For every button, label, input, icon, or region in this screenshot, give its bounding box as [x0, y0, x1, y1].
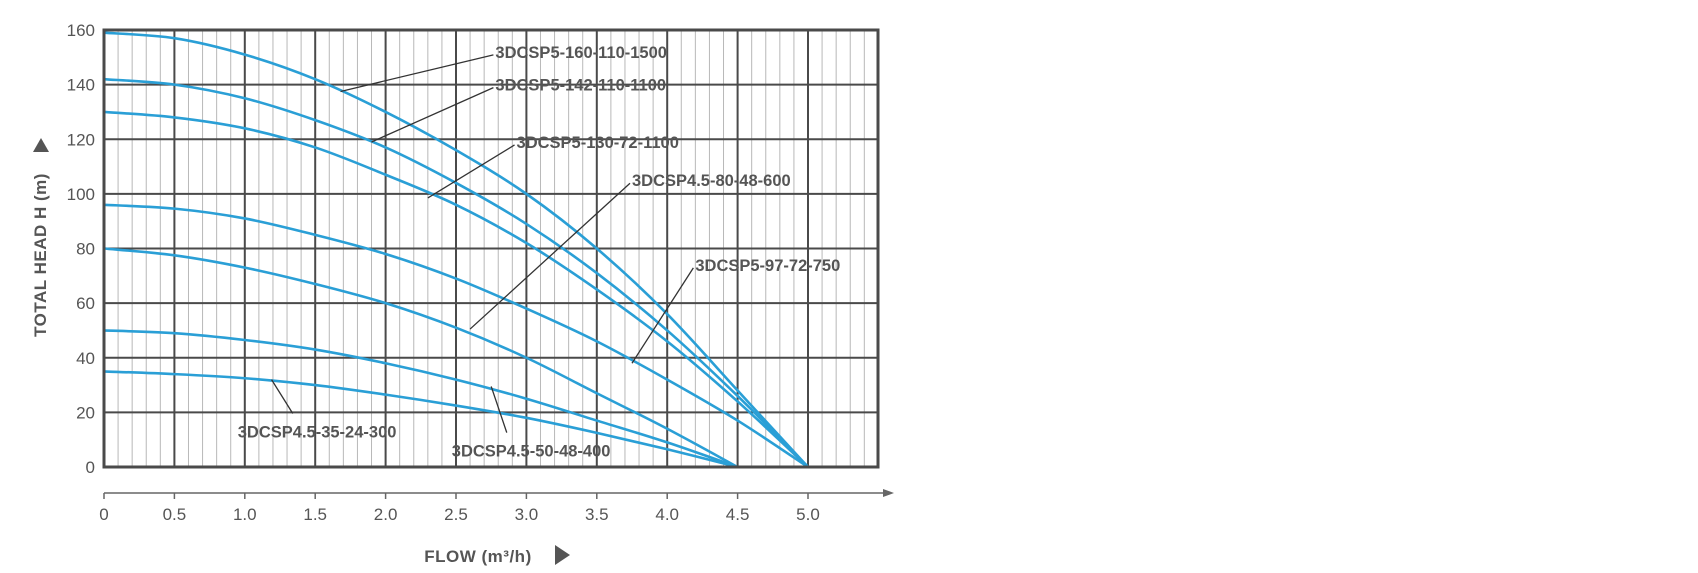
- annotation-labels: 3DCSP5-160-110-1500 3DCSP5-142-110-1100 3D…: [238, 44, 841, 461]
- series-label-2: 3DCSP5-130-72-1100: [517, 134, 679, 152]
- x-axis-tick-labels: 0 0.5 1.0 1.5 2.0 2.5 3.0 3.5 4.0 4.5 5.0: [99, 505, 820, 524]
- annotation-leader-3: [469, 182, 631, 330]
- series-label-1: 3DCSP5-142-110-1100: [495, 77, 666, 95]
- series-line-3: [102, 203, 810, 469]
- y-tick-label: 60: [76, 294, 95, 313]
- x-tick-label: 2.0: [374, 505, 398, 524]
- performance-curves: [102, 31, 810, 469]
- y-tick-label: 40: [76, 349, 95, 368]
- series-label-6: 3DCSP4.5-50-48-400: [452, 443, 611, 461]
- x-tick-label: 1.5: [303, 505, 327, 524]
- y-axis-title: TOTAL HEAD H (m): [31, 173, 50, 337]
- x-tick-label: 5.0: [796, 505, 820, 524]
- x-tick-label: 1.0: [233, 505, 257, 524]
- y-axis-arrow-icon: [33, 138, 49, 152]
- annotation-leader-5: [271, 379, 294, 414]
- series-label-4: 3DCSP5-97-72-750: [695, 257, 840, 275]
- x-tick-label: 3.0: [515, 505, 539, 524]
- plot-frame: [102, 28, 880, 469]
- annotation-leader-2: [427, 144, 515, 199]
- series-label-0: 3DCSP5-160-110-1500: [495, 44, 667, 62]
- annotation-leader-6: [490, 386, 508, 433]
- series-line-1: [102, 77, 810, 469]
- y-tick-label: 160: [67, 21, 95, 40]
- annotation-leaders: [271, 54, 694, 433]
- annotation-leader-1: [371, 87, 494, 143]
- x-tick-label: 4.0: [655, 505, 679, 524]
- y-tick-label: 20: [76, 403, 95, 422]
- annotation-leader-4: [631, 267, 694, 364]
- x-axis: [103, 489, 894, 499]
- y-tick-label: 80: [76, 240, 95, 259]
- x-axis-title: FLOW (m³/h): [424, 547, 531, 566]
- y-tick-label: 120: [67, 130, 95, 149]
- annotation-leader-0: [340, 54, 494, 93]
- series-line-4: [102, 247, 739, 469]
- x-tick-label: 2.5: [444, 505, 468, 524]
- major-grid: [104, 30, 878, 467]
- series-line-6: [102, 370, 739, 469]
- x-axis-line-arrow-icon: [883, 489, 894, 497]
- series-label-3: 3DCSP4.5-80-48-600: [632, 172, 791, 190]
- x-tick-label: 4.5: [726, 505, 750, 524]
- x-axis-arrow-icon: [555, 545, 570, 565]
- series-line-5: [102, 329, 739, 469]
- y-tick-label: 100: [67, 185, 95, 204]
- y-tick-label: 140: [67, 76, 95, 95]
- x-tick-label: 0: [99, 505, 108, 524]
- x-tick-label: 3.5: [585, 505, 609, 524]
- series-line-2: [102, 110, 810, 469]
- series-line-0: [102, 31, 810, 469]
- x-tick-label: 0.5: [163, 505, 187, 524]
- y-tick-label: 0: [86, 458, 95, 477]
- series-label-5: 3DCSP4.5-35-24-300: [238, 423, 397, 441]
- y-axis-tick-labels: 0 20 40 60 80 100 120 140 160: [67, 21, 95, 477]
